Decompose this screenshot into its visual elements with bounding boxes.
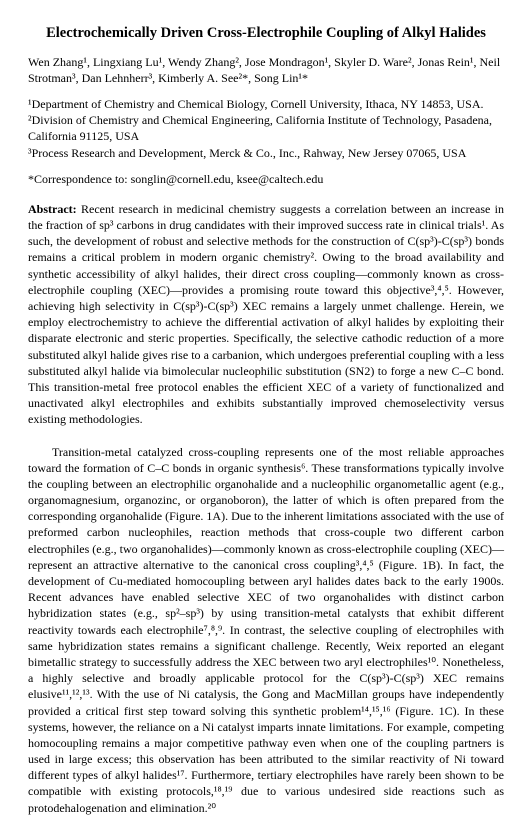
correspondence: *Correspondence to: songlin@cornell.edu,…	[28, 171, 504, 187]
abstract-text: Recent research in medicinal chemistry s…	[28, 202, 504, 426]
affiliation-3: ³Process Research and Development, Merck…	[28, 145, 504, 161]
abstract: Abstract: Recent research in medicinal c…	[28, 201, 504, 428]
author-list: Wen Zhang¹, Lingxiang Lu¹, Wendy Zhang²,…	[28, 54, 504, 86]
affiliation-1: ¹Department of Chemistry and Chemical Bi…	[28, 96, 504, 112]
abstract-label: Abstract:	[28, 202, 77, 216]
body-paragraph: Transition-metal catalyzed cross-couplin…	[28, 444, 504, 816]
affiliations: ¹Department of Chemistry and Chemical Bi…	[28, 96, 504, 161]
paper-title: Electrochemically Driven Cross-Electroph…	[28, 24, 504, 44]
affiliation-2: ²Division of Chemistry and Chemical Engi…	[28, 112, 504, 144]
